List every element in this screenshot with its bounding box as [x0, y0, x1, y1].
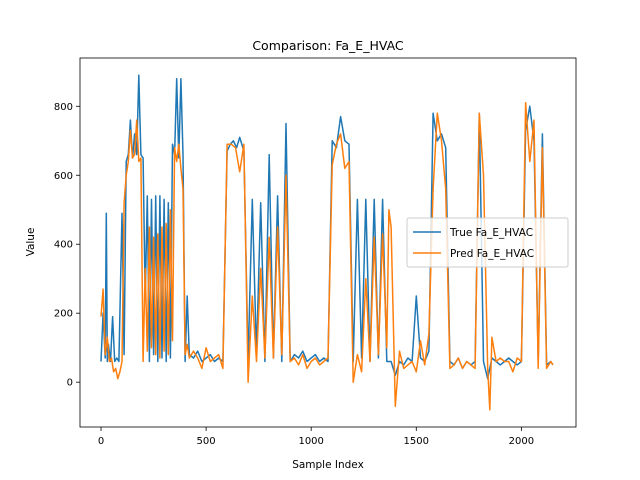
series-line-pred	[100, 102, 554, 411]
x-tick-label: 1000	[298, 436, 323, 447]
y-tick-label: 800	[54, 102, 73, 113]
y-tick-label: 600	[54, 171, 73, 182]
x-tick-label: 2000	[509, 436, 534, 447]
legend-box	[406, 217, 569, 268]
y-axis-label: Value	[25, 228, 37, 257]
y-tick-label: 400	[54, 240, 73, 251]
y-tick-label: 200	[54, 309, 73, 320]
x-tick-label: 0	[98, 436, 104, 447]
legend-label-pred: Pred Fa_E_HVAC	[450, 248, 534, 260]
x-tick-label: 500	[197, 436, 216, 447]
y-tick-label: 0	[67, 378, 73, 389]
x-axis-label: Sample Index	[292, 459, 364, 471]
legend-label-true: True Fa_E_HVAC	[449, 227, 533, 239]
chart-title: Comparison: Fa_E_HVAC	[252, 38, 404, 53]
tick-layer: 0 500 1000 1500 2000 0 200 400 600 800	[54, 102, 534, 447]
x-tick-label: 1500	[404, 436, 429, 447]
plot-frame	[79, 57, 577, 428]
series-layer	[100, 74, 554, 411]
legend: True Fa_E_HVAC Pred Fa_E_HVAC	[406, 217, 569, 268]
